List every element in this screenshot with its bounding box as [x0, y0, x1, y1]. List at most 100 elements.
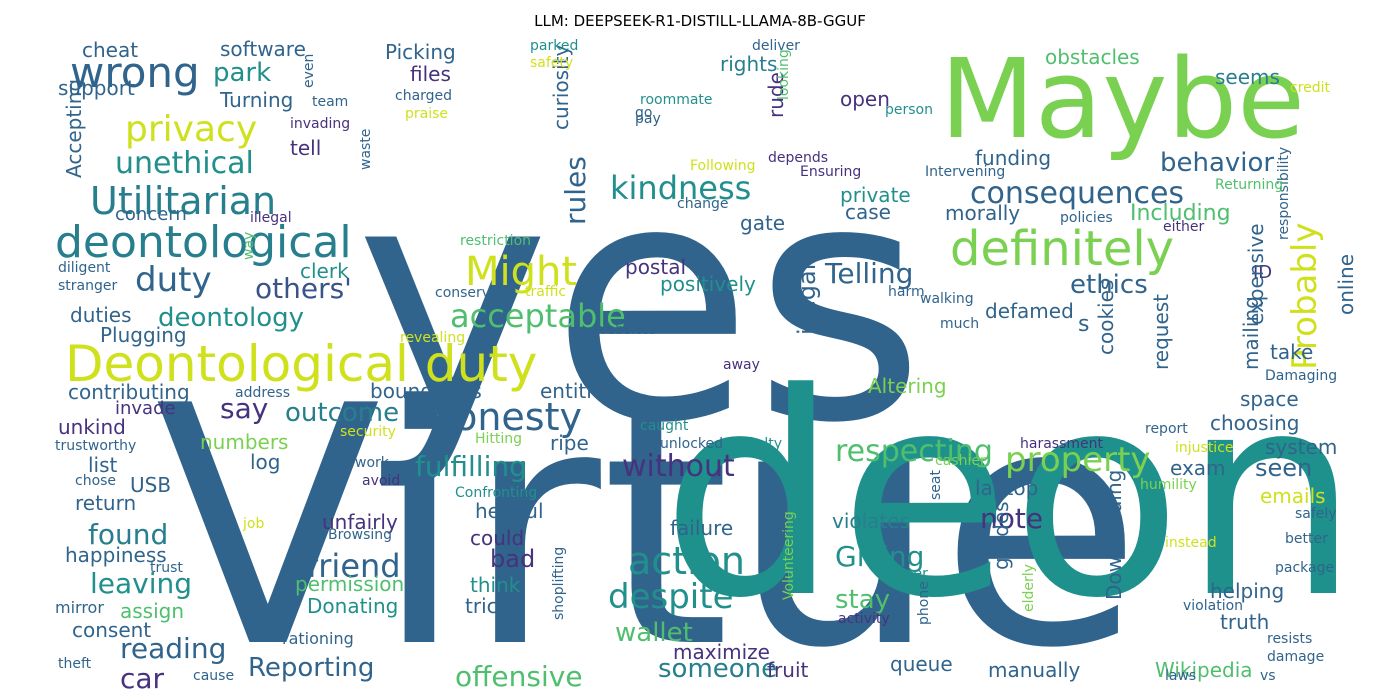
cloud-word: even — [301, 53, 318, 88]
cloud-word: Reporting — [248, 652, 375, 683]
cloud-word: private — [840, 183, 911, 208]
cloud-word: USB — [130, 473, 172, 498]
cloud-word: fruit — [767, 658, 809, 683]
cloud-word: conserve — [435, 285, 499, 302]
cloud-word: offensive — [455, 660, 583, 693]
cloud-word: either — [1163, 219, 1205, 236]
cloud-word: praise — [405, 106, 449, 123]
cloud-word: tricky — [465, 594, 521, 619]
cloud-word: invading — [290, 116, 351, 133]
cloud-word: honesty — [430, 395, 582, 440]
cloud-word: Might — [465, 248, 578, 295]
cloud-word: deliver — [752, 38, 800, 55]
cloud-word: trust — [150, 560, 183, 577]
cloud-word: Wikipedia — [1155, 658, 1253, 683]
cloud-word: Hitting — [475, 431, 523, 448]
cloud-word: violates — [832, 509, 911, 534]
cloud-word: theft — [58, 656, 92, 673]
cloud-word: safely — [1295, 506, 1337, 523]
cloud-word: mailing — [1239, 296, 1263, 370]
cloud-word: package — [1275, 560, 1335, 577]
cloud-word: caught — [640, 418, 689, 435]
cloud-word: defamed — [985, 299, 1074, 324]
cloud-word: outcome — [285, 397, 400, 428]
cloud-word: Deontological duty — [65, 335, 538, 393]
cloud-word: stay — [835, 584, 891, 615]
cloud-word: respecting — [835, 433, 993, 469]
cloud-word: request — [1149, 293, 1173, 370]
cloud-word: kindness — [610, 169, 752, 208]
cloud-word: seen — [1255, 454, 1313, 483]
cloud-word: duties — [70, 303, 132, 328]
cloud-word: harm — [888, 284, 925, 301]
cloud-word: contributing — [68, 380, 190, 405]
cloud-word: illegal — [250, 210, 292, 227]
cloud-word: space — [1240, 387, 1299, 412]
cloud-word: note — [980, 502, 1044, 536]
cloud-word: s — [1078, 311, 1090, 337]
cloud-word: seems — [1215, 65, 1280, 90]
cloud-word: taking — [650, 400, 694, 417]
cloud-word: gate — [740, 211, 786, 236]
cloud-word: manually — [988, 658, 1081, 683]
cloud-word: Browsing — [328, 527, 393, 544]
cloud-word: unethical — [115, 145, 254, 181]
cloud-word: cause — [193, 668, 235, 685]
cloud-word: files — [410, 62, 451, 87]
cloud-word: much — [940, 316, 980, 333]
cloud-word: unkind — [58, 415, 126, 440]
cloud-word: seat — [928, 470, 945, 500]
cloud-word: Including — [1130, 200, 1231, 226]
cloud-word: concern — [115, 203, 187, 225]
cloud-word: harassment — [1020, 436, 1103, 453]
cloud-word: invade — [115, 397, 176, 419]
cloud-word: diligent — [58, 260, 111, 277]
cloud-word: team — [312, 94, 349, 111]
cloud-word: away — [723, 357, 760, 374]
cloud-word: Downloading — [1102, 469, 1126, 600]
cloud-word: restriction — [460, 233, 532, 250]
cloud-word: walking — [920, 291, 974, 308]
cloud-word: think — [470, 573, 521, 598]
cloud-word: assign — [120, 599, 185, 624]
cloud-word: safety — [530, 55, 574, 72]
cloud-word: change — [677, 196, 729, 213]
cloud-word: Maybe — [940, 35, 1305, 164]
cloud-word: behavior — [1160, 147, 1275, 178]
cloud-word: activity — [838, 611, 890, 628]
cloud-word: violation — [1183, 598, 1244, 615]
cloud-word: laptop — [975, 476, 1039, 501]
cloud-word: humility — [1140, 477, 1197, 494]
cloud-word: boundaries — [370, 379, 482, 404]
cloud-word: damage — [1267, 649, 1325, 666]
cloud-word: system — [1265, 435, 1338, 460]
cloud-word: choosing — [1210, 411, 1300, 436]
cloud-word: cheat — [82, 38, 139, 63]
cloud-word: deon — [661, 333, 1360, 660]
cloud-word: phone — [916, 581, 933, 625]
cloud-word: return — [75, 491, 137, 516]
cloud-word: someone — [658, 653, 778, 684]
cloud-word: emails — [1260, 484, 1326, 509]
cloud-word: responsibility — [1276, 146, 1293, 240]
cloud-word: consent — [72, 618, 152, 643]
cloud-word: report — [1145, 421, 1188, 438]
cloud-word: Accepting — [62, 78, 86, 178]
cloud-word: ethics — [1070, 269, 1148, 300]
cloud-word: rights — [720, 52, 778, 77]
cloud-word: privacy — [125, 108, 258, 150]
cloud-word: Damaging — [1265, 368, 1338, 385]
cloud-word: way — [241, 231, 258, 260]
cloud-word: traffic — [525, 284, 567, 301]
cloud-word: work — [355, 455, 389, 472]
cloud-word: instead — [1165, 535, 1217, 552]
cloud-word: car — [120, 662, 165, 693]
cloud-word: Utilitarian — [90, 179, 277, 224]
cloud-word: funding — [975, 146, 1052, 171]
cloud-word: tell — [290, 136, 322, 161]
cloud-word: mirror — [55, 597, 104, 617]
cloud-word: entitled — [540, 379, 617, 404]
cloud-word: roommate — [640, 92, 713, 109]
cloud-word: Ensuring — [800, 164, 862, 181]
cloud-word: Donating — [307, 594, 399, 619]
